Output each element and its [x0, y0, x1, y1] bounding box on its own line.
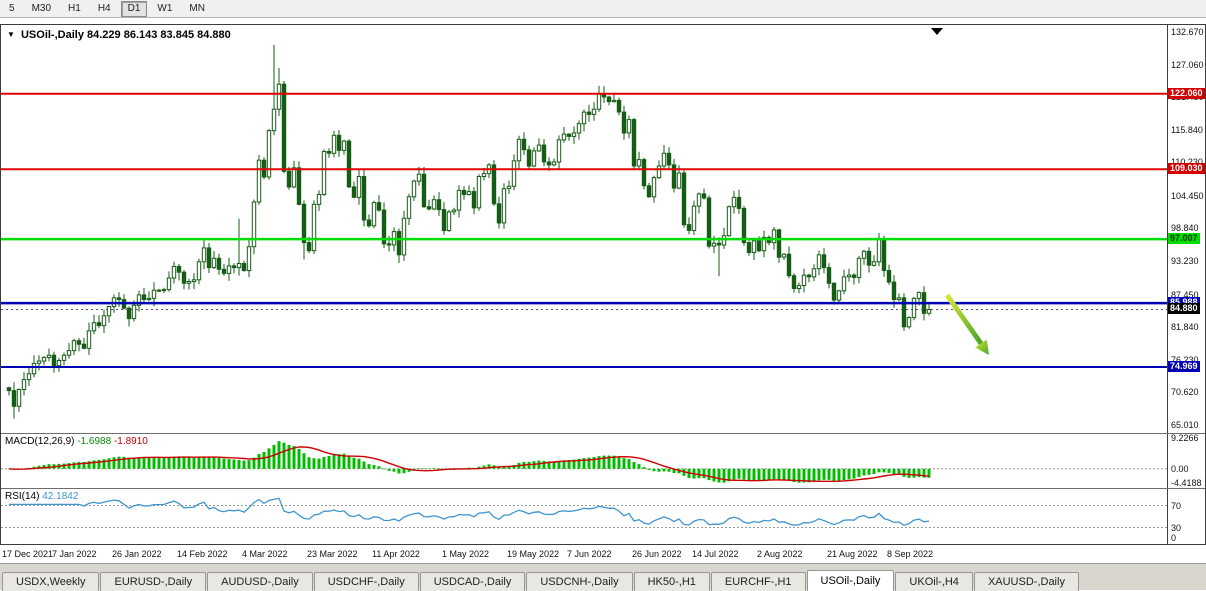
price-axis-label: 132.670 — [1171, 27, 1204, 37]
timeframe-button-d1[interactable]: D1 — [120, 0, 148, 17]
timeframe-button-w1[interactable]: W1 — [157, 2, 173, 14]
chart-window: 132.670127.060121.450115.840110.230104.4… — [0, 19, 1206, 563]
macd-axis-label: -4.4188 — [1171, 478, 1202, 488]
chart-symbol-period: USOil-,Daily — [20, 29, 84, 41]
price-axis-label: 98.840 — [1171, 223, 1199, 233]
timeframe-button-h1[interactable]: H1 — [68, 2, 81, 14]
date-label: 11 Apr 2022 — [372, 549, 420, 559]
tab-ukoil-h4[interactable]: UKOil-,H4 — [895, 572, 973, 591]
current-price-tag: 84.880 — [1168, 303, 1200, 314]
macd-label: MACD(12,26,9) -1.6988 -1.8910 — [5, 436, 148, 447]
date-label: 14 Jul 2022 — [692, 549, 739, 559]
top-marker-icon — [931, 28, 943, 35]
pane-separator[interactable] — [1, 433, 1205, 434]
chart-dropdown-icon[interactable]: ▼ — [7, 30, 15, 39]
tab-usdx-weekly[interactable]: USDX,Weekly — [2, 572, 100, 591]
tab-eurchf-h1[interactable]: EURCHF-,H1 — [710, 572, 806, 591]
date-label: 19 May 2022 — [507, 549, 560, 559]
macd-signal-value: -1.8910 — [113, 436, 148, 447]
chart-panes: 132.670127.060121.450115.840110.230104.4… — [0, 24, 1206, 545]
price-axis-label: 70.620 — [1171, 387, 1199, 397]
tab-hk50-h1[interactable]: HK50-,H1 — [633, 572, 710, 591]
tab-xauusd-daily[interactable]: XAUUSD-,Daily — [973, 572, 1079, 591]
price-axis-label: 104.450 — [1171, 191, 1204, 201]
pane-separator[interactable] — [1, 488, 1205, 489]
rsi-value: 42.1842 — [42, 491, 79, 502]
price-axis-label: 81.840 — [1171, 322, 1199, 332]
date-label: 7 Jun 2022 — [567, 549, 612, 559]
rsi-label: RSI(14) 42.1842 — [5, 491, 78, 502]
date-label: 4 Mar 2022 — [242, 549, 288, 559]
rsi-name: RSI(14) — [5, 491, 40, 502]
date-label: 21 Aug 2022 — [827, 549, 878, 559]
date-label: 26 Jun 2022 — [632, 549, 682, 559]
price-level-tag: 109.030 — [1168, 163, 1205, 174]
price-level-tag: 122.060 — [1168, 88, 1205, 99]
macd-main-value: -1.6988 — [77, 436, 112, 447]
price-axis-label: 93.230 — [1171, 256, 1199, 266]
tab-bar: USDX,Weekly EURUSD-,Daily AUDUSD-,Daily USD… — [2, 570, 1080, 591]
tab-usdcnh-daily[interactable]: USDCNH-,Daily — [526, 572, 633, 591]
price-axis-label: 76.230 — [1171, 355, 1199, 365]
price-axis-label: 65.010 — [1171, 420, 1199, 430]
date-label: 1 May 2022 — [442, 549, 490, 559]
price-axis[interactable]: 132.670127.060121.450115.840110.230104.4… — [1168, 25, 1205, 544]
chart-ohlc-values: 84.229 86.143 83.845 84.880 — [87, 29, 231, 41]
tab-usoil-daily[interactable]: USOil-,Daily — [806, 570, 895, 591]
timeframe-button-5[interactable]: 5 — [9, 2, 15, 14]
rsi-axis-label: 30 — [1171, 523, 1182, 533]
price-chart[interactable] — [1, 25, 1167, 433]
date-label: 8 Sep 2022 — [887, 549, 934, 559]
date-label: 7 Jan 2022 — [52, 549, 97, 559]
price-level-tag: 97.007 — [1168, 233, 1200, 244]
price-level-tag: 74.969 — [1168, 361, 1200, 372]
timeframe-button-mn[interactable]: MN — [189, 2, 205, 14]
price-axis-label: 87.450 — [1171, 290, 1199, 300]
price-axis-divider — [1167, 25, 1168, 544]
date-label: 14 Feb 2022 — [177, 549, 228, 559]
date-label: 17 Dec 2021 — [2, 549, 54, 559]
timeframe-button-m30[interactable]: M30 — [31, 2, 52, 14]
macd-axis-label: 0.00 — [1171, 464, 1189, 474]
price-level-tag: 85.988 — [1168, 297, 1200, 308]
tab-eurusd-daily[interactable]: EURUSD-,Daily — [100, 572, 207, 591]
timeframe-toolbar: 5 M30 H1 H4 D1 W1 MN — [0, 0, 1206, 18]
price-axis-label: 110.230 — [1171, 157, 1203, 167]
trend-arrow — [944, 293, 984, 345]
timeframe-button-h4[interactable]: H4 — [97, 2, 111, 14]
tab-audusd-daily[interactable]: AUDUSD-,Daily — [207, 572, 313, 591]
date-label: 2 Aug 2022 — [757, 549, 803, 559]
tab-strip-area: USDX,Weekly EURUSD-,Daily AUDUSD-,Daily USD… — [0, 563, 1206, 591]
price-axis-label: 127.060 — [1171, 60, 1204, 70]
time-axis[interactable]: 17 Dec 2021 7 Jan 2022 26 Jan 2022 14 Feb 2… — [0, 547, 1206, 563]
tab-usdcad-daily[interactable]: USDCAD-,Daily — [419, 572, 526, 591]
price-axis-label: 115.840 — [1171, 125, 1203, 135]
macd-chart[interactable] — [1, 434, 1167, 488]
macd-axis-label: 9.2266 — [1171, 433, 1199, 443]
rsi-axis-label: 70 — [1171, 501, 1182, 511]
macd-name: MACD(12,26,9) — [5, 436, 75, 447]
date-label: 26 Jan 2022 — [112, 549, 162, 559]
tab-usdchf-daily[interactable]: USDCHF-,Daily — [313, 572, 419, 591]
chart-title: ▼ USOil-,Daily 84.229 86.143 83.845 84.8… — [7, 29, 231, 41]
rsi-chart[interactable] — [1, 489, 1167, 544]
rsi-axis-label: 0 — [1171, 533, 1177, 543]
date-label: 23 Mar 2022 — [307, 549, 358, 559]
